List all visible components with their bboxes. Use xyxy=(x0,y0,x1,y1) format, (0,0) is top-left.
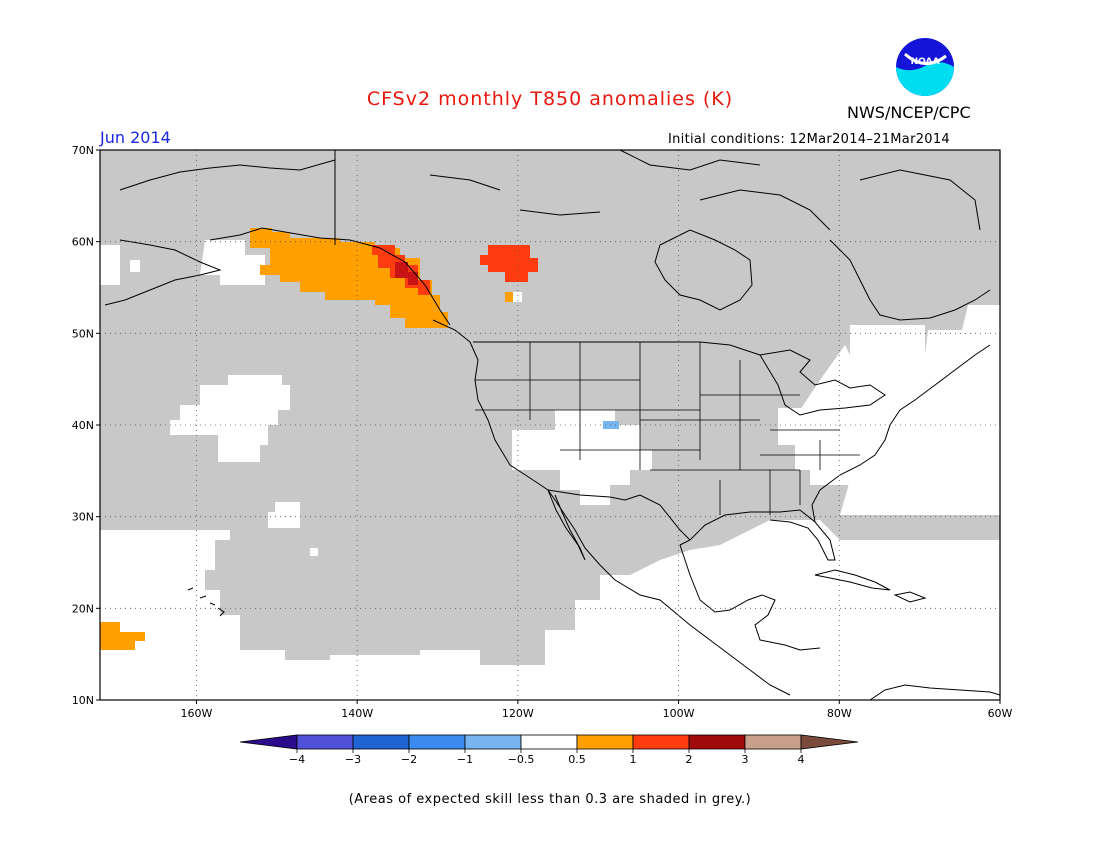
white-area-southwest xyxy=(512,410,652,505)
alaska-coast xyxy=(104,159,451,326)
noaa-logo-text: NOAA xyxy=(911,57,940,67)
lat-tick-label: 40N xyxy=(72,419,94,432)
colorbar-label: 2 xyxy=(686,753,693,766)
lon-tick-label: 80W xyxy=(827,707,852,720)
south-america xyxy=(869,684,1001,701)
lon-tick-label: 60W xyxy=(988,707,1013,720)
anomaly-hawaii-orange xyxy=(100,622,145,650)
colorbar-label: −0.5 xyxy=(508,753,535,766)
anomaly-canada-orange-dot xyxy=(505,292,513,302)
white-area-east xyxy=(778,408,890,485)
colorbar-swatch xyxy=(464,734,522,750)
lon-tick-label: 140W xyxy=(341,707,373,720)
white-area-pacific-small xyxy=(268,502,300,528)
baja-peninsula xyxy=(547,489,586,561)
us-canada-border xyxy=(473,341,761,356)
white-area-aleutian xyxy=(200,240,265,285)
colorbar-label: 1 xyxy=(630,753,637,766)
lat-tick-label: 20N xyxy=(72,602,94,615)
skillful-areas xyxy=(130,240,1000,556)
white-area-pacific-north xyxy=(170,375,290,462)
colorbar-swatch xyxy=(520,734,578,750)
agency-label: NWS/NCEP/CPC xyxy=(847,103,971,122)
white-area-hudson xyxy=(512,292,522,302)
hawaii-islands xyxy=(187,587,225,617)
anomaly-canada-red xyxy=(480,245,538,282)
white-area-atlantic xyxy=(968,305,1000,330)
map-title: CFSv2 monthly T850 anomalies (K) xyxy=(366,88,734,110)
graticule xyxy=(100,150,1000,700)
axis-labels: 70N 60N 50N 40N 30N 20N 10N 160W 140W 120W 100W 80W… xyxy=(72,144,1013,720)
mexico-gulf xyxy=(679,544,821,651)
colorbar-label: −3 xyxy=(345,753,361,766)
hudson-bay xyxy=(654,229,753,311)
colorbar-swatch xyxy=(688,734,746,750)
lat-tick-label: 60N xyxy=(72,236,94,249)
lon-tick-label: 100W xyxy=(663,707,695,720)
lat-tick-label: 70N xyxy=(72,144,94,157)
white-area-alaska-west xyxy=(130,260,140,272)
arctic-islands xyxy=(429,149,981,231)
colorbar-label: 3 xyxy=(742,753,749,766)
colorbar-label: −2 xyxy=(401,753,417,766)
colorbar-swatch xyxy=(296,734,354,750)
lon-tick-label: 160W xyxy=(180,707,212,720)
great-lakes xyxy=(759,349,886,416)
east-coast xyxy=(811,344,991,523)
initial-conditions: Initial conditions: 12Mar2014–21Mar2014 xyxy=(668,132,951,147)
colorbar-arrow-low xyxy=(239,734,298,750)
colorbar-label: 4 xyxy=(798,753,805,766)
white-area-pacific-dot xyxy=(310,548,318,556)
colorbar: −4 −3 −2 −1 −0.5 0.5 1 2 3 4 xyxy=(239,734,859,766)
lat-tick-label: 50N xyxy=(72,327,94,340)
skill-note: (Areas of expected skill less than 0.3 a… xyxy=(348,792,752,807)
lat-tick-label: 30N xyxy=(72,511,94,524)
colorbar-swatch xyxy=(352,734,410,750)
forecast-month: Jun 2014 xyxy=(100,128,171,147)
colorbar-label: 0.5 xyxy=(568,753,586,766)
colorbar-swatch xyxy=(408,734,466,750)
colorbar-label: −4 xyxy=(289,753,305,766)
lon-tick-label: 120W xyxy=(502,707,534,720)
map-panel: 70N 60N 50N 40N 30N 20N 10N 160W 140W 120W 100W 80W… xyxy=(72,144,1013,720)
anomaly-alaska-darkred xyxy=(395,262,418,285)
white-area-labrador xyxy=(850,325,925,355)
coastlines-and-borders xyxy=(104,149,1001,701)
us-mexico-border xyxy=(547,489,691,541)
anomaly-shading xyxy=(100,228,619,650)
colorbar-swatch xyxy=(744,734,802,750)
lat-tick-label: 10N xyxy=(72,694,94,707)
labrador-coast xyxy=(829,239,991,321)
state-lines xyxy=(475,342,860,515)
noaa-logo: NOAA xyxy=(896,38,954,96)
colorbar-label: −1 xyxy=(457,753,473,766)
axis-ticks xyxy=(96,149,1001,704)
cuba xyxy=(814,569,891,591)
anomaly-alaska-orange xyxy=(250,228,448,328)
hispaniola xyxy=(893,591,927,603)
colorbar-arrow-high xyxy=(800,734,859,750)
colorbar-swatch xyxy=(576,734,634,750)
colorbar-swatch xyxy=(632,734,690,750)
